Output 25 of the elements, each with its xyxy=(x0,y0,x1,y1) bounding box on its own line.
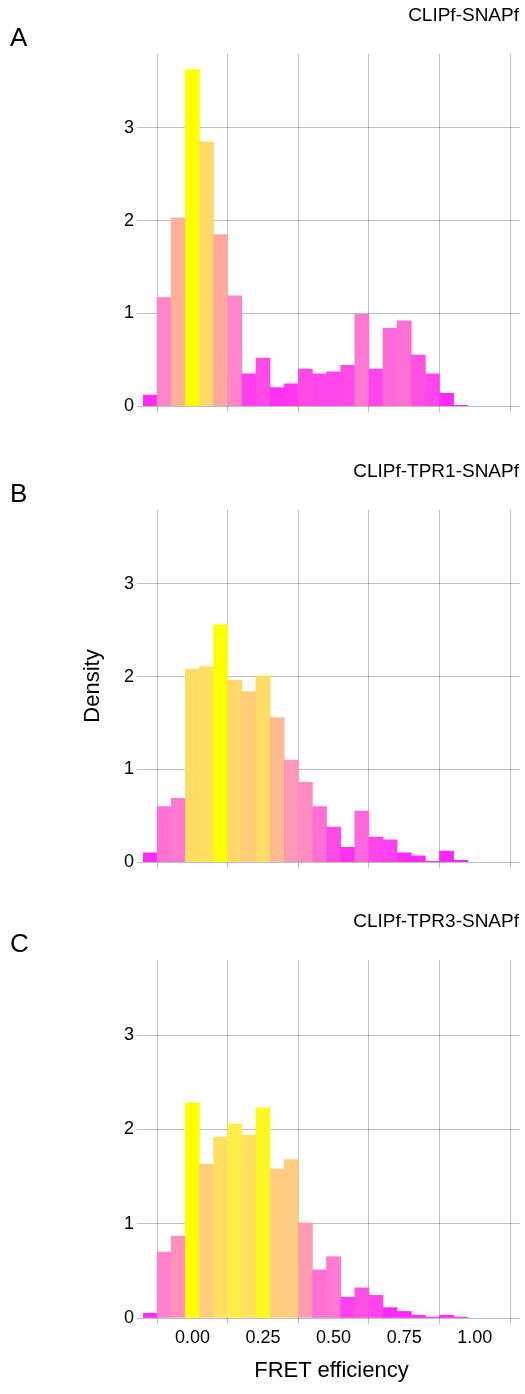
x-tick-label: 0.50 xyxy=(316,1326,352,1347)
chart-title: CLIPf-TPR3-SNAPf xyxy=(353,910,519,932)
chart-title: CLIPf-SNAPf xyxy=(408,4,519,26)
y-tick-label: 1 xyxy=(123,302,134,323)
y-axis-title: Density xyxy=(79,649,105,723)
y-tick-label: 2 xyxy=(123,209,134,230)
y-tick-label: 1 xyxy=(123,758,134,779)
y-tick-label: 3 xyxy=(123,572,134,593)
x-tick-label: 0.75 xyxy=(386,1326,422,1347)
x-axis-title: FRET efficiency xyxy=(254,1356,409,1382)
text: B xyxy=(10,478,28,509)
text: C xyxy=(10,928,29,959)
x-tick-label: 1.00 xyxy=(457,1326,493,1347)
y-tick-label: 0 xyxy=(123,395,134,416)
text: A xyxy=(10,22,28,53)
y-tick-label: 3 xyxy=(123,1024,134,1045)
y-tick-label: 2 xyxy=(123,665,134,686)
y-tick-label: 3 xyxy=(123,116,134,137)
y-tick-label: 0 xyxy=(123,1306,134,1327)
x-tick-label: 0.25 xyxy=(245,1326,281,1347)
y-tick-label: 0 xyxy=(123,851,134,872)
y-tick-label: 2 xyxy=(123,1118,134,1139)
chart-title: CLIPf-TPR1-SNAPf xyxy=(353,460,519,482)
x-tick-label: 0.00 xyxy=(174,1326,210,1347)
y-tick-label: 1 xyxy=(123,1212,134,1233)
